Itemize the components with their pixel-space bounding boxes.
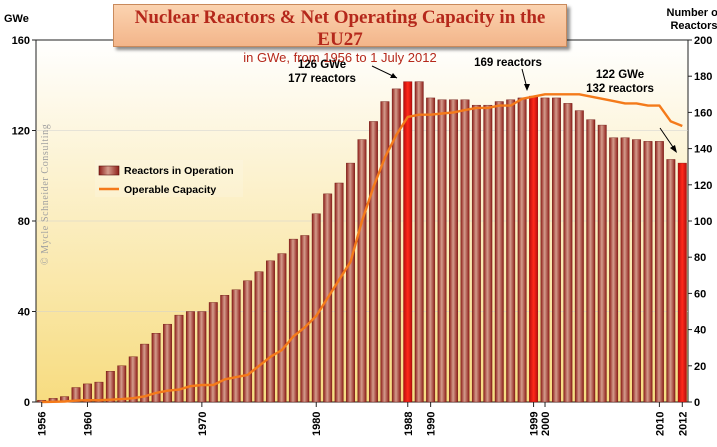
left-tick-label: 120 xyxy=(12,126,30,138)
reactor-bar xyxy=(186,312,194,403)
reactor-bar xyxy=(232,290,240,402)
right-tick-label: 0 xyxy=(694,397,700,409)
chart-title: Nuclear Reactors & Net Operating Capacit… xyxy=(114,7,566,51)
right-tick-label: 80 xyxy=(694,252,706,264)
reactor-bar xyxy=(552,98,560,402)
x-tick-label: 1988 xyxy=(403,412,415,436)
legend-line-label: Operable Capacity xyxy=(124,184,216,196)
reactor-bar xyxy=(449,100,457,402)
reactor-bar xyxy=(518,98,526,402)
reactor-bar xyxy=(541,98,549,402)
reactor-bar xyxy=(278,254,286,402)
reactor-bar xyxy=(587,120,595,402)
reactor-bar xyxy=(301,235,309,402)
reactor-bar xyxy=(472,105,480,402)
x-tick-label: 2012 xyxy=(677,412,689,436)
reactor-bar xyxy=(678,163,686,402)
reactor-bar xyxy=(118,366,126,402)
right-tick-label: 180 xyxy=(694,71,712,83)
reactor-bar xyxy=(621,138,629,402)
reactor-bar xyxy=(404,82,412,402)
x-tick-label: 2010 xyxy=(654,412,666,436)
x-tick-label: 1990 xyxy=(426,412,438,436)
reactor-bar xyxy=(289,239,297,402)
legend-bar-swatch xyxy=(99,166,119,175)
reactor-bar xyxy=(609,138,617,402)
right-tick-label: 160 xyxy=(694,107,712,119)
left-tick-label: 160 xyxy=(12,35,30,47)
reactor-bar xyxy=(255,272,263,402)
right-tick-label: 200 xyxy=(694,35,712,47)
left-tick-label: 80 xyxy=(18,216,30,228)
reactor-bar xyxy=(369,121,377,402)
reactor-bar xyxy=(415,82,423,402)
legend-bar-label: Reactors in Operation xyxy=(124,165,234,177)
right-tick-label: 60 xyxy=(694,288,706,300)
reactor-bar xyxy=(438,100,446,402)
reactor-bar xyxy=(644,141,652,402)
reactor-bar xyxy=(312,214,320,402)
annotation-1988-line2: 177 reactors xyxy=(288,73,356,85)
x-tick-label: 1970 xyxy=(197,412,209,436)
reactor-bar xyxy=(358,140,366,402)
left-axis-title: GWe xyxy=(4,13,29,25)
reactor-bar xyxy=(129,357,137,402)
reactor-bar xyxy=(632,140,640,402)
right-axis-title-line2: Reactors xyxy=(670,20,717,32)
reactor-bar xyxy=(655,141,663,402)
right-tick-label: 100 xyxy=(694,216,712,228)
reactor-bar xyxy=(426,98,434,402)
reactor-bar xyxy=(221,295,229,402)
reactor-bar xyxy=(564,103,572,402)
reactor-bar xyxy=(198,312,206,403)
reactor-bar xyxy=(484,105,492,402)
reactor-bar xyxy=(209,302,217,402)
reactor-bar xyxy=(106,371,114,402)
x-tick-label: 2000 xyxy=(540,412,552,436)
reactor-bar xyxy=(335,183,343,402)
right-axis-title-line1: Number of xyxy=(667,7,717,19)
annotation-2012-line1: 122 GWe xyxy=(596,69,644,81)
reactor-bar xyxy=(667,159,675,402)
right-tick-label: 120 xyxy=(694,180,712,192)
reactor-bar xyxy=(266,261,274,402)
left-tick-label: 40 xyxy=(18,307,30,319)
right-tick-label: 40 xyxy=(694,325,706,337)
reactor-bar xyxy=(529,96,537,402)
x-tick-label: 1980 xyxy=(311,412,323,436)
reactor-bar xyxy=(346,163,354,402)
annotation-2012-line2: 132 reactors xyxy=(586,83,654,95)
right-tick-label: 140 xyxy=(694,144,712,156)
chart-subtitle: in GWe, from 1956 to 1 July 2012 xyxy=(114,50,566,65)
legend: Reactors in Operation Operable Capacity xyxy=(95,160,243,197)
reactor-bar xyxy=(243,281,251,402)
right-tick-label: 20 xyxy=(694,361,706,373)
reactor-bar xyxy=(381,102,389,402)
reactor-bar xyxy=(506,100,514,402)
title-box: Nuclear Reactors & Net Operating Capacit… xyxy=(113,4,567,47)
reactor-bar xyxy=(575,111,583,402)
x-tick-label: 1999 xyxy=(529,412,541,436)
x-tick-label: 1960 xyxy=(83,412,95,436)
reactor-bar xyxy=(495,102,503,402)
reactor-bar xyxy=(140,344,148,402)
watermark: © Mycle Schneider Consulting xyxy=(40,124,51,265)
reactor-bar xyxy=(598,125,606,402)
left-tick-label: 0 xyxy=(24,397,30,409)
x-tick-label: 1956 xyxy=(37,412,49,436)
reactor-bar xyxy=(461,100,469,402)
